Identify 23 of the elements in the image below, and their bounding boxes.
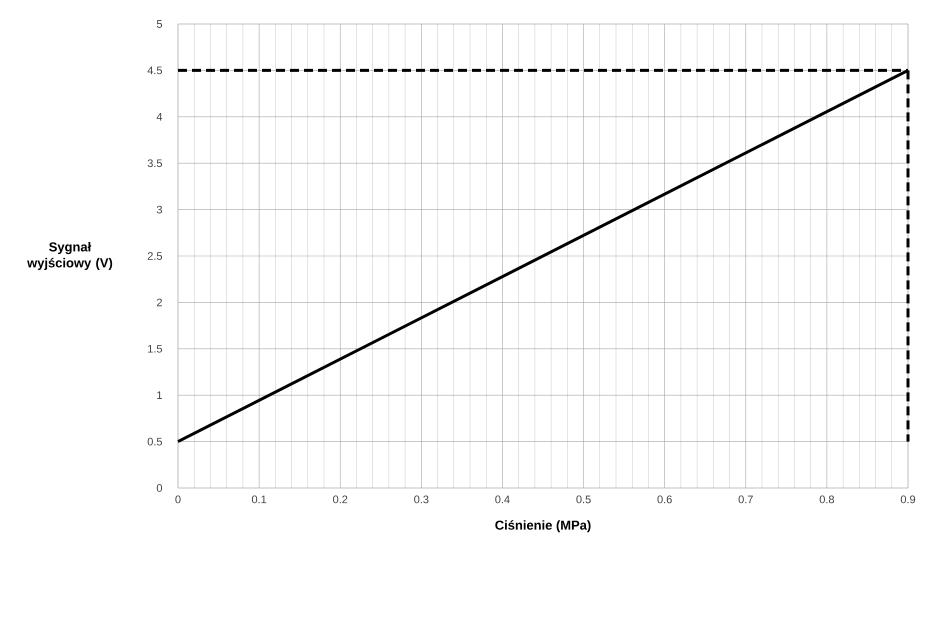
y-axis-title: Sygnał wyjściowy (V) (27, 242, 112, 270)
y-tick-label: 4 (156, 113, 162, 121)
x-tick-label: 0.4 (495, 496, 510, 504)
x-tick-label: 0.8 (820, 496, 834, 504)
x-axis-title: Ciśnienie (MPa) (495, 520, 591, 532)
x-tick-label: 0.6 (657, 496, 672, 504)
y-tick-label: 0.5 (148, 438, 162, 446)
x-tick-label: 0.7 (738, 496, 753, 504)
x-tick-label: 0.2 (333, 496, 348, 504)
y-tick-label: 5 (156, 20, 162, 28)
y-tick-label: 1.5 (148, 344, 162, 353)
y-tick-label: 3 (156, 206, 162, 214)
y-tick-label: 2 (156, 298, 162, 306)
x-tick-label: 0.3 (414, 496, 428, 504)
x-tick-label: 0.9 (900, 496, 916, 504)
x-tick-label: 0.5 (576, 496, 591, 504)
x-tick-label: 0.1 (252, 496, 266, 504)
y-tick-label: 1 (157, 391, 162, 399)
y-tick-label: 4.5 (147, 66, 162, 74)
y-tick-label: 3.5 (148, 159, 162, 168)
x-tick-label: 0 (175, 496, 181, 504)
y-tick-label: 2.5 (148, 252, 162, 260)
y-tick-label: 0 (156, 484, 162, 492)
